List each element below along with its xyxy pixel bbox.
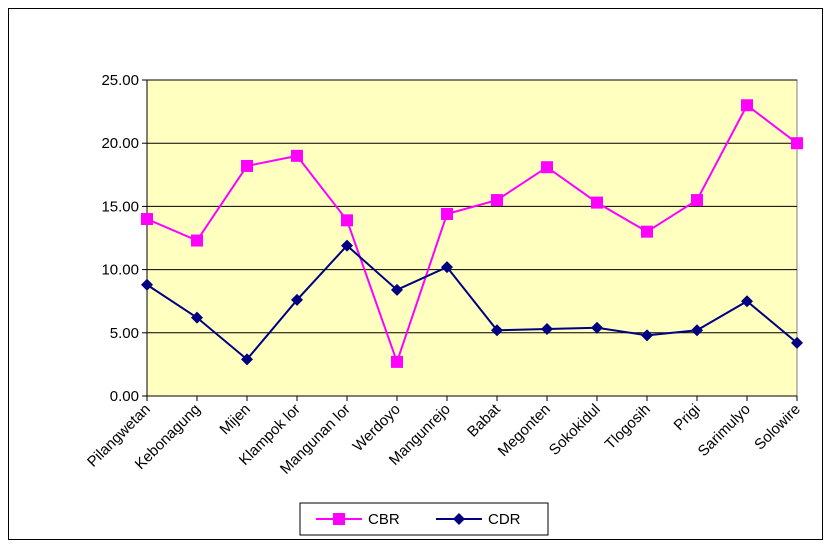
series-line [146, 244, 798, 361]
marker [241, 159, 253, 172]
marker [441, 261, 453, 274]
y-tick-label: 10.00 [101, 262, 139, 279]
marker [741, 295, 753, 308]
y-tick-label: 0.00 [110, 388, 139, 405]
marker [341, 214, 353, 227]
marker [591, 196, 603, 209]
marker [541, 161, 553, 174]
legend-label: CBR [368, 511, 400, 528]
marker [241, 353, 253, 366]
marker [791, 336, 803, 349]
marker [391, 283, 403, 296]
marker [391, 355, 403, 368]
y-tick-label: 20.00 [101, 135, 139, 152]
legend-label: CDR [488, 511, 521, 528]
marker [141, 213, 153, 226]
marker [691, 324, 703, 337]
y-tick-label: 15.00 [101, 198, 139, 215]
legend-marker [453, 513, 465, 525]
marker [141, 278, 153, 291]
marker [641, 329, 653, 342]
marker [491, 324, 503, 337]
marker [491, 194, 503, 207]
marker [641, 225, 653, 238]
marker [441, 207, 453, 220]
series-line [146, 103, 798, 365]
marker [741, 99, 753, 112]
marker [291, 293, 303, 306]
y-tick-label: 5.00 [110, 325, 139, 342]
marker [591, 321, 603, 334]
marker [341, 239, 353, 252]
y-tick-label: 25.00 [101, 72, 139, 89]
marker [291, 149, 303, 162]
marker [691, 194, 703, 207]
marker [191, 311, 203, 324]
marker [791, 137, 803, 150]
marker [191, 234, 203, 247]
plot-area [146, 79, 798, 397]
legend-marker [333, 513, 345, 525]
marker [541, 323, 553, 336]
